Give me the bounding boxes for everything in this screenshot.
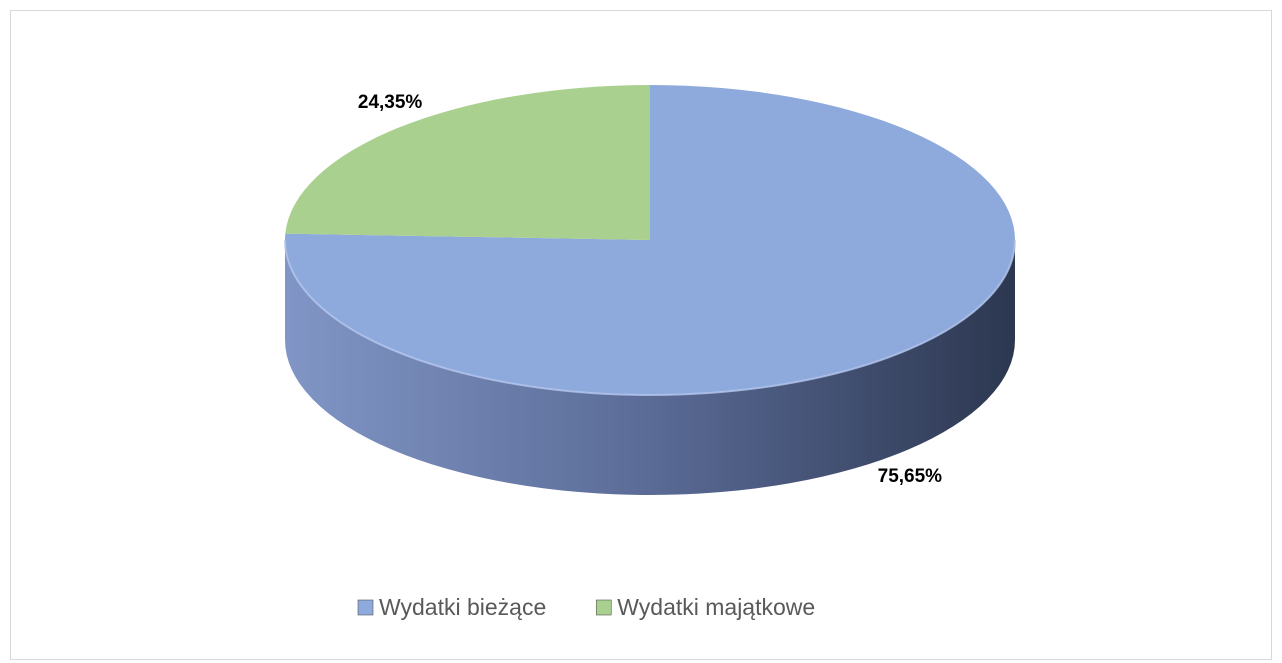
pie-slice [285, 85, 650, 240]
data-label: 75,65% [878, 466, 943, 487]
legend: Wydatki bieżące Wydatki majątkowe [357, 594, 815, 620]
pie-rim [284, 239, 1016, 396]
plot-area: 75,65% 24,35% [284, 85, 1016, 495]
legend-label: Wydatki bieżące [379, 594, 546, 620]
legend-swatch [357, 599, 374, 616]
data-label: 24,35% [358, 92, 423, 113]
legend-label: Wydatki majątkowe [617, 594, 815, 620]
pie-side [285, 240, 1015, 495]
pie-slice [284, 85, 1015, 396]
legend-swatch [595, 599, 612, 616]
